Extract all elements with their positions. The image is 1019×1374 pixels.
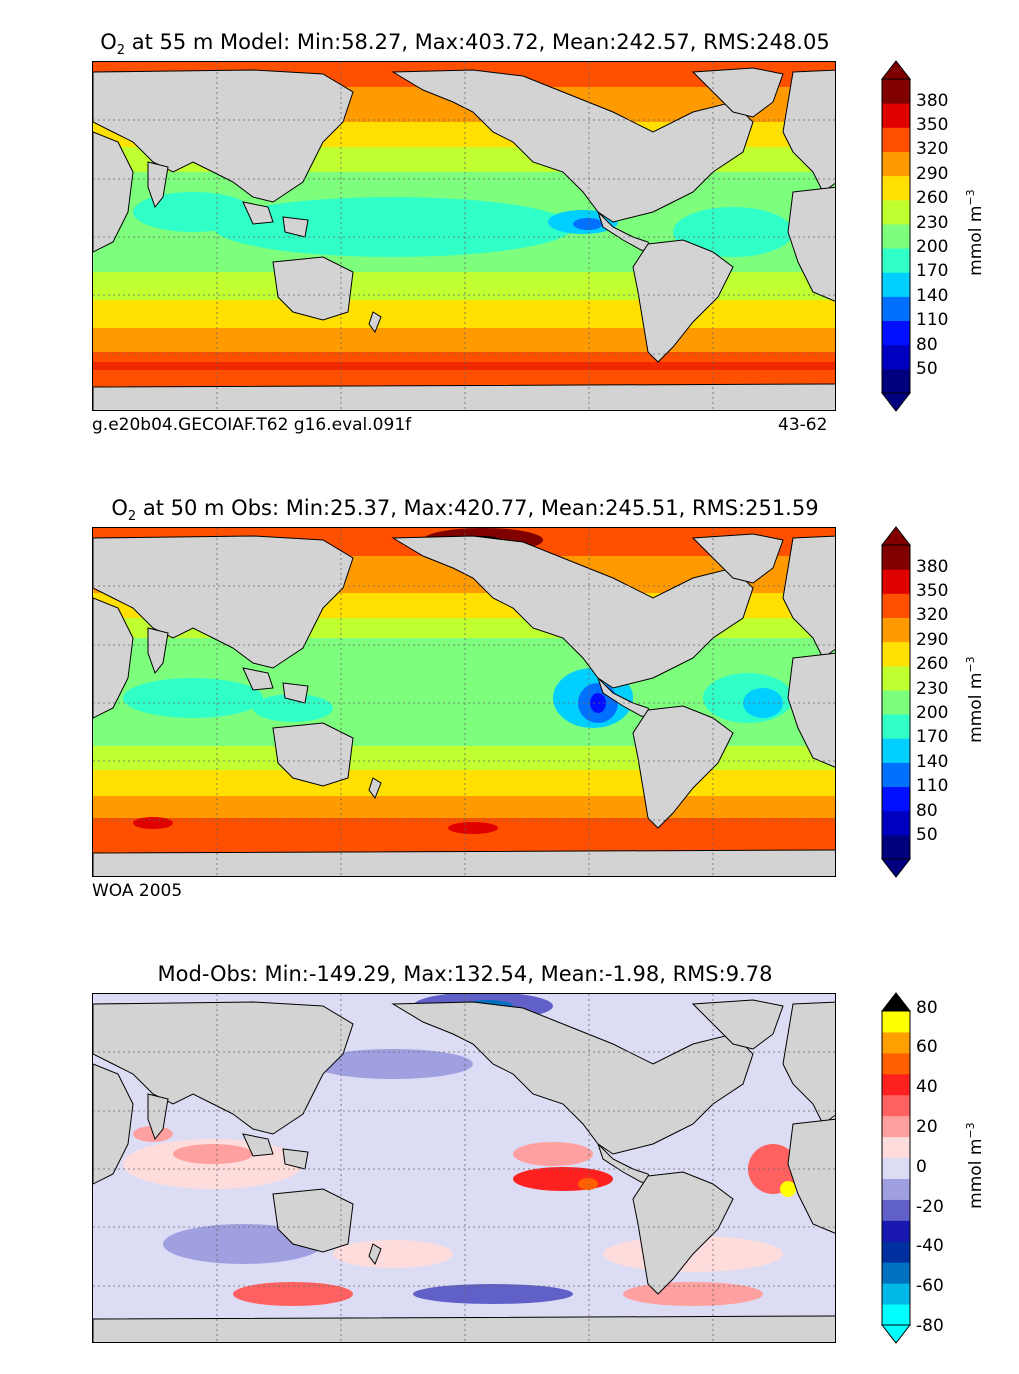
obs-footer-left: WOA 2005 (92, 881, 183, 901)
diff-colorbar-segment (882, 1199, 910, 1221)
model-colorbar-tick: 260 (916, 188, 949, 209)
model-colorbar-tick: 110 (916, 310, 949, 331)
obs-colorbar-tick: 230 (916, 678, 949, 699)
model-colorbar-tick: 170 (916, 261, 949, 282)
diff-colorbar-tick: 0 (916, 1156, 927, 1177)
model-title: O2 at 55 m Model: Min:58.27, Max:403.72,… (100, 30, 830, 59)
obs-colorbar-segment (882, 617, 910, 643)
diff-colorbar-segment (882, 1073, 910, 1096)
model-colorbar-segment (882, 199, 910, 225)
model-colorbar-segment (882, 127, 910, 152)
model-colorbar-segment (882, 223, 910, 249)
diff-colorbar-tick: -40 (916, 1236, 944, 1257)
model-colorbar-tick: 200 (916, 237, 949, 257)
obs-title: O2 at 50 m Obs: Min:25.37, Max:420.77, M… (111, 496, 819, 525)
obs-colorbar-tick: 260 (916, 654, 949, 675)
obs-colorbar-segment (882, 762, 910, 788)
obs-colorbar-tick: 50 (916, 825, 938, 845)
obs-colorbar-tick: 350 (916, 581, 949, 601)
obs-colorbar-tick: 320 (916, 605, 949, 626)
obs-colorbar-segment (882, 786, 910, 812)
model-unit-label: mmol m−3 (964, 189, 986, 276)
model-colorbar-tick: 50 (916, 359, 938, 379)
model-colorbar-tick: 230 (916, 212, 949, 233)
model-colorbar-tick: 380 (916, 90, 949, 111)
model-footer-left: g.e20b04.GECOIAF.T62 g16.eval.091f (92, 415, 412, 435)
diff-colorbar-segment (882, 1283, 910, 1305)
diff-colorbar-segment (882, 1011, 910, 1033)
model-colorbar-tick: 320 (916, 139, 949, 160)
model-colorbar-segment (882, 296, 910, 322)
obs-colorbar-segment (882, 641, 910, 667)
obs-colorbar-segment (882, 834, 910, 860)
obs-colorbar-segment (882, 738, 910, 763)
obs-colorbar-tick: 200 (916, 703, 949, 723)
model-colorbar-segment (882, 272, 910, 297)
model-colorbar-tick: 350 (916, 115, 949, 135)
obs-map (92, 527, 836, 877)
model-colorbar-tick: 140 (916, 285, 949, 306)
diff-map (92, 993, 836, 1343)
obs-colorbar-segment (882, 689, 910, 715)
model-colorbar-segment (882, 368, 910, 394)
diff-colorbar-segment (882, 1241, 910, 1263)
model-colorbar-segment (882, 103, 910, 128)
diff-colorbar-segment (882, 1031, 910, 1054)
obs-colorbar-segment (882, 810, 910, 836)
obs-colorbar-segment (882, 665, 910, 691)
obs-colorbar-tick: 380 (916, 556, 949, 577)
obs-colorbar-segment (882, 714, 910, 739)
diff-colorbar-segment (882, 1052, 910, 1075)
diff-colorbar-segment (882, 1262, 910, 1284)
diff-title: Mod-Obs: Min:-149.29, Max:132.54, Mean:-… (157, 962, 773, 986)
obs-colorbar-tick: 110 (916, 776, 949, 797)
obs-unit-label: mmol m−3 (964, 656, 986, 743)
obs-colorbar (880, 526, 912, 878)
diff-colorbar-segment (882, 1115, 910, 1138)
diff-colorbar-segment (882, 1304, 910, 1326)
obs-colorbar-tick: 80 (916, 800, 938, 821)
diff-colorbar-segment (882, 1178, 910, 1200)
model-colorbar-segment (882, 175, 910, 201)
diff-colorbar-tick: 20 (916, 1117, 938, 1137)
model-colorbar-segment (882, 320, 910, 346)
obs-colorbar-segment (882, 545, 910, 570)
obs-colorbar-segment (882, 569, 910, 594)
diff-colorbar-tick: -80 (916, 1316, 944, 1336)
model-colorbar-segment (882, 344, 910, 370)
model-colorbar-segment (882, 248, 910, 273)
diff-colorbar-tick: -60 (916, 1276, 944, 1297)
diff-colorbar-tick: 40 (916, 1077, 938, 1098)
model-footer-right: 43-62 (778, 415, 828, 435)
model-colorbar-tick: 80 (916, 334, 938, 355)
diff-colorbar-tick: -20 (916, 1196, 944, 1217)
obs-colorbar-segment (882, 593, 910, 618)
obs-colorbar-tick: 290 (916, 629, 949, 650)
obs-colorbar-tick: 170 (916, 727, 949, 748)
obs-colorbar-tick: 140 (916, 751, 949, 772)
diff-colorbar-segment (882, 1157, 910, 1179)
model-colorbar-tick: 290 (916, 163, 949, 184)
model-colorbar-segment (882, 151, 910, 177)
model-map (92, 61, 836, 411)
diff-colorbar-segment (882, 1220, 910, 1242)
diff-colorbar-segment (882, 1136, 910, 1159)
model-colorbar (880, 60, 912, 412)
diff-colorbar-segment (882, 1094, 910, 1117)
model-colorbar-segment (882, 79, 910, 104)
diff-colorbar-tick: 80 (916, 997, 938, 1018)
diff-colorbar (880, 992, 912, 1344)
diff-unit-label: mmol m−3 (964, 1122, 986, 1209)
diff-colorbar-tick: 60 (916, 1037, 938, 1058)
